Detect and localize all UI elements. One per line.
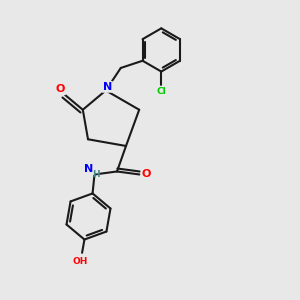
Text: O: O [56,84,65,94]
Text: N: N [103,82,112,92]
Text: Cl: Cl [156,87,166,96]
Text: N: N [85,164,94,174]
Text: H: H [92,170,100,179]
Text: OH: OH [73,256,88,266]
Text: O: O [141,169,151,179]
